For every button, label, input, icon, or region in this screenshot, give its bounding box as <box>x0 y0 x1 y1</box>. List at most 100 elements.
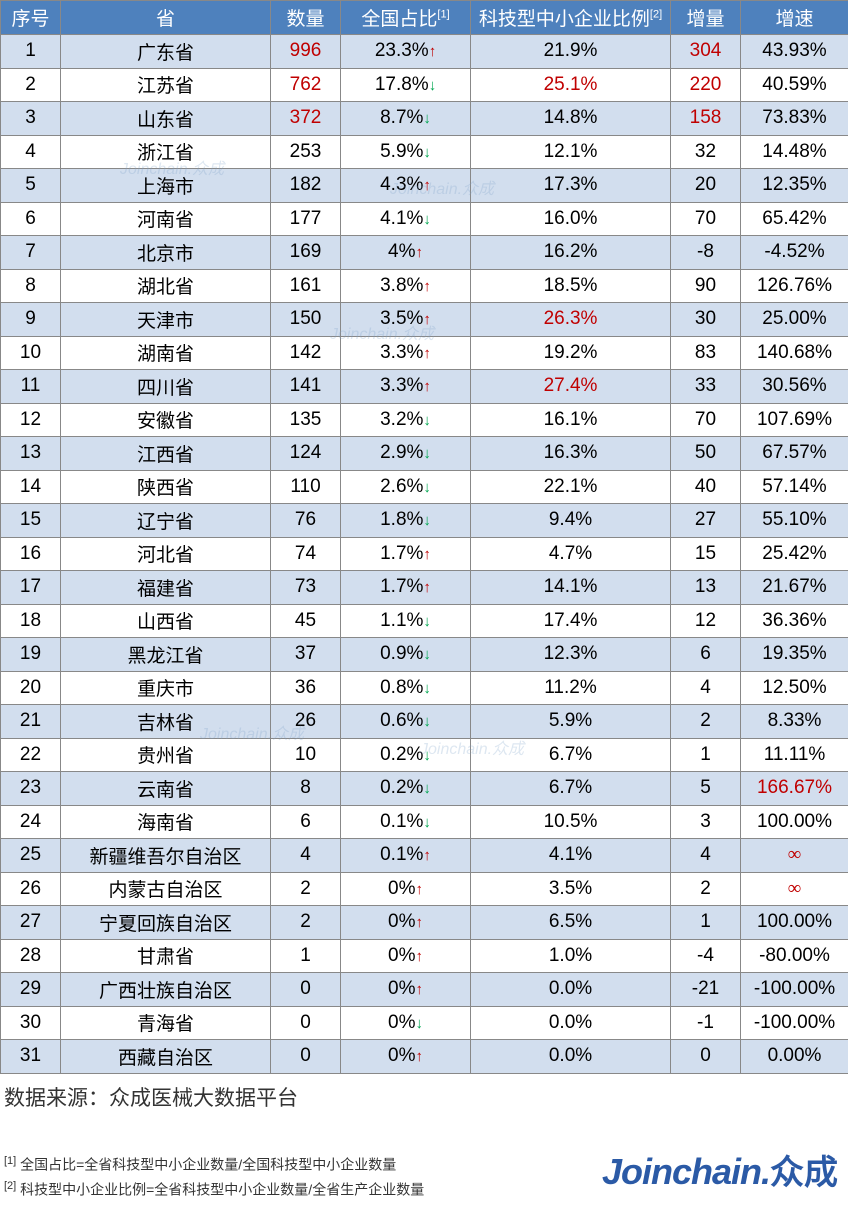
table-row: 20重庆市360.8%↓11.2%412.50% <box>1 671 848 705</box>
inc: 3 <box>671 805 741 839</box>
sme: 11.2% <box>471 671 671 705</box>
sme: 0.0% <box>471 1006 671 1040</box>
seq: 9 <box>1 303 61 337</box>
table-row: 27宁夏回族自治区20%↑6.5%1100.00% <box>1 906 848 940</box>
inc: -8 <box>671 236 741 270</box>
seq: 29 <box>1 973 61 1007</box>
seq: 1 <box>1 35 61 69</box>
share: 3.3%↑ <box>341 336 471 370</box>
qty: 161 <box>271 269 341 303</box>
seq: 27 <box>1 906 61 940</box>
seq: 22 <box>1 738 61 772</box>
qty: 135 <box>271 403 341 437</box>
province: 重庆市 <box>61 671 271 705</box>
seq: 13 <box>1 437 61 471</box>
province: 黑龙江省 <box>61 638 271 672</box>
table-row: 11四川省1413.3%↑27.4%3330.56% <box>1 370 848 404</box>
col-header: 省 <box>61 1 271 35</box>
qty: 4 <box>271 839 341 873</box>
qty: 142 <box>271 336 341 370</box>
share: 1.1%↓ <box>341 604 471 638</box>
qty: 74 <box>271 537 341 571</box>
province: 四川省 <box>61 370 271 404</box>
sme: 14.1% <box>471 571 671 605</box>
sme: 5.9% <box>471 705 671 739</box>
qty: 8 <box>271 772 341 806</box>
province: 福建省 <box>61 571 271 605</box>
seq: 20 <box>1 671 61 705</box>
seq: 31 <box>1 1040 61 1074</box>
rate: 67.57% <box>741 437 848 471</box>
rate: 43.93% <box>741 35 848 69</box>
share: 0.8%↓ <box>341 671 471 705</box>
table-row: 5上海市1824.3%↑17.3%2012.35% <box>1 169 848 203</box>
rate: 12.50% <box>741 671 848 705</box>
inc: 33 <box>671 370 741 404</box>
col-header: 增速 <box>741 1 848 35</box>
table-row: 24海南省60.1%↓10.5%3100.00% <box>1 805 848 839</box>
share: 0.2%↓ <box>341 738 471 772</box>
seq: 8 <box>1 269 61 303</box>
rate: -100.00% <box>741 1006 848 1040</box>
sme: 6.7% <box>471 772 671 806</box>
seq: 10 <box>1 336 61 370</box>
inc: 5 <box>671 772 741 806</box>
col-header: 科技型中小企业比例[2] <box>471 1 671 35</box>
province: 安徽省 <box>61 403 271 437</box>
inc: 90 <box>671 269 741 303</box>
inc: 12 <box>671 604 741 638</box>
seq: 21 <box>1 705 61 739</box>
sme: 25.1% <box>471 68 671 102</box>
table-row: 14陕西省1102.6%↓22.1%4057.14% <box>1 470 848 504</box>
sme: 19.2% <box>471 336 671 370</box>
share: 0%↑ <box>341 906 471 940</box>
rate: 126.76% <box>741 269 848 303</box>
share: 4%↑ <box>341 236 471 270</box>
sme: 12.3% <box>471 638 671 672</box>
province: 天津市 <box>61 303 271 337</box>
seq: 26 <box>1 872 61 906</box>
province: 河北省 <box>61 537 271 571</box>
share: 3.8%↑ <box>341 269 471 303</box>
seq: 30 <box>1 1006 61 1040</box>
rate: 30.56% <box>741 370 848 404</box>
sme: 14.8% <box>471 102 671 136</box>
rate: 140.68% <box>741 336 848 370</box>
rate: ∞ <box>741 839 848 873</box>
table-row: 29广西壮族自治区00%↑0.0%-21-100.00% <box>1 973 848 1007</box>
sme: 16.2% <box>471 236 671 270</box>
inc: 83 <box>671 336 741 370</box>
inc: 27 <box>671 504 741 538</box>
rate: 73.83% <box>741 102 848 136</box>
share: 5.9%↓ <box>341 135 471 169</box>
qty: 2 <box>271 906 341 940</box>
province: 海南省 <box>61 805 271 839</box>
sme: 6.5% <box>471 906 671 940</box>
share: 3.5%↑ <box>341 303 471 337</box>
seq: 17 <box>1 571 61 605</box>
inc: 50 <box>671 437 741 471</box>
col-header: 数量 <box>271 1 341 35</box>
rate: -80.00% <box>741 939 848 973</box>
sme: 12.1% <box>471 135 671 169</box>
rate: 25.00% <box>741 303 848 337</box>
qty: 150 <box>271 303 341 337</box>
share: 3.2%↓ <box>341 403 471 437</box>
inc: 70 <box>671 202 741 236</box>
qty: 76 <box>271 504 341 538</box>
inc: 158 <box>671 102 741 136</box>
seq: 12 <box>1 403 61 437</box>
table-row: 21吉林省260.6%↓5.9%28.33% <box>1 705 848 739</box>
seq: 18 <box>1 604 61 638</box>
province: 辽宁省 <box>61 504 271 538</box>
share: 17.8%↓ <box>341 68 471 102</box>
inc: 0 <box>671 1040 741 1074</box>
share: 3.3%↑ <box>341 370 471 404</box>
table-row: 12安徽省1353.2%↓16.1%70107.69% <box>1 403 848 437</box>
rate: 8.33% <box>741 705 848 739</box>
share: 0.6%↓ <box>341 705 471 739</box>
data-source: 数据来源：众成医械大数据平台 <box>0 1074 848 1112</box>
province: 江苏省 <box>61 68 271 102</box>
seq: 3 <box>1 102 61 136</box>
qty: 10 <box>271 738 341 772</box>
